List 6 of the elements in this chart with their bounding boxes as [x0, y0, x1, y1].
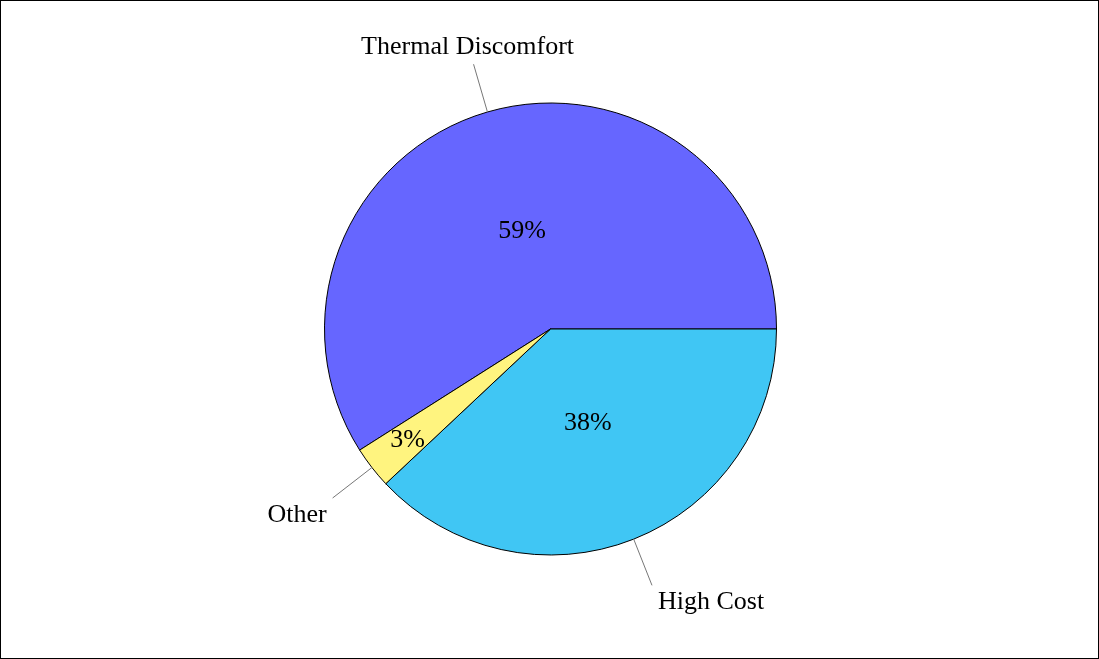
slice-label: Thermal Discomfort — [361, 31, 575, 61]
data-label: 3% — [390, 423, 425, 453]
slice-label: High Cost — [658, 586, 765, 616]
data-label: 59% — [498, 215, 546, 245]
data-label: 38% — [564, 407, 612, 437]
slice-label: Other — [267, 498, 327, 528]
